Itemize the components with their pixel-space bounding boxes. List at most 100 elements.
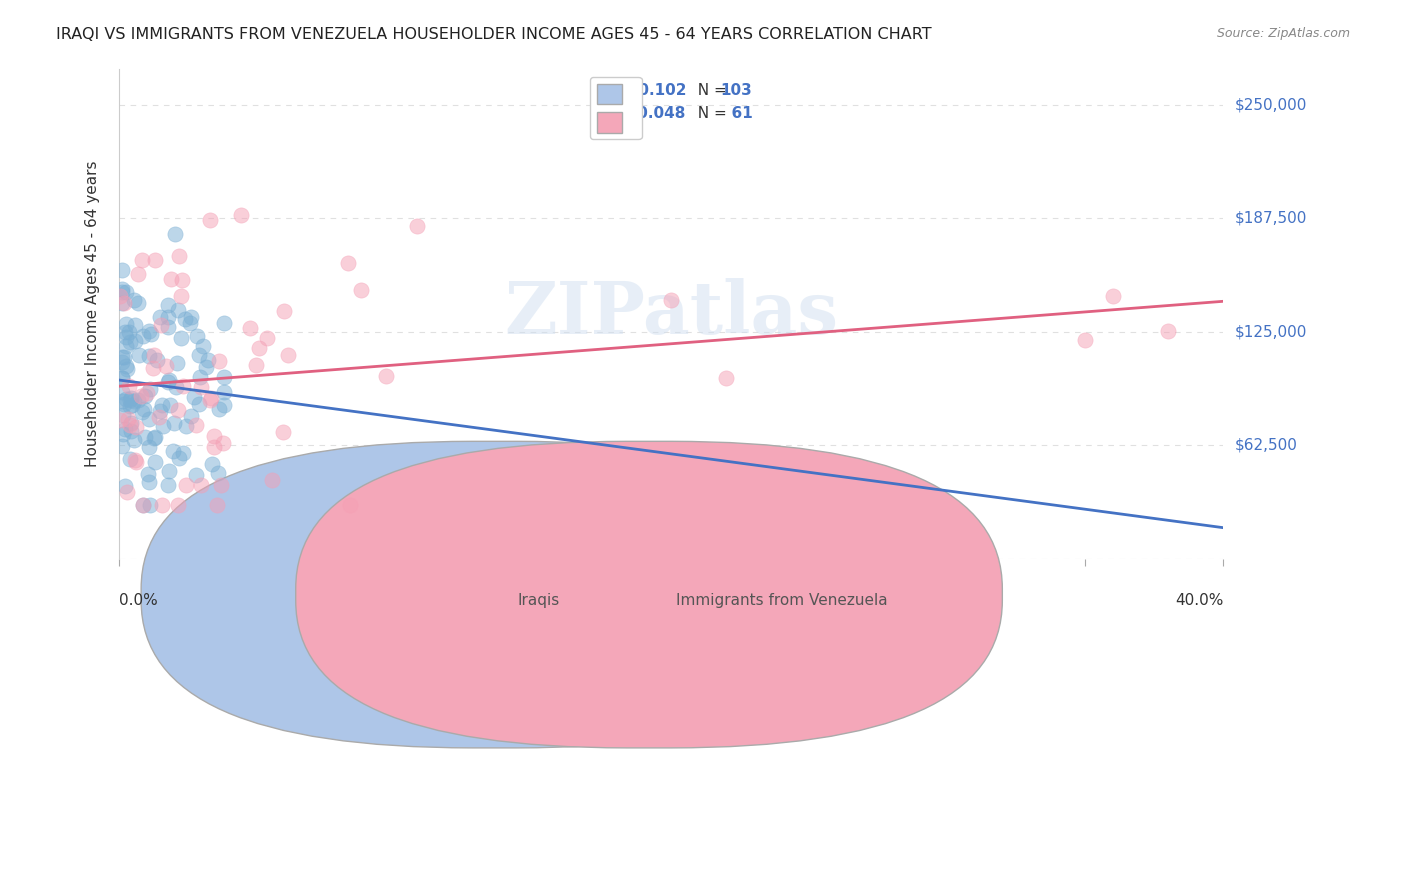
Point: [134, 430, 156, 444]
Point: [195, 359, 218, 374]
Point: [157, 310, 180, 324]
Point: [157, 376, 180, 390]
Point: [124, 334, 146, 349]
Point: [138, 349, 160, 363]
Point: [157, 298, 180, 312]
Point: [337, 256, 360, 270]
Point: [172, 379, 194, 393]
Point: [202, 440, 225, 454]
Point: [152, 418, 174, 433]
Point: [111, 394, 134, 409]
Point: [111, 350, 134, 364]
Point: [271, 425, 294, 439]
Point: [150, 498, 173, 512]
Point: [114, 392, 136, 407]
Point: [111, 370, 134, 384]
Point: [159, 272, 181, 286]
Point: [162, 444, 184, 458]
Point: [169, 249, 191, 263]
Point: [180, 409, 202, 424]
Point: [112, 350, 135, 364]
Point: [184, 467, 207, 482]
Point: [247, 341, 270, 355]
Point: [174, 419, 197, 434]
Point: [124, 452, 146, 467]
Point: [212, 316, 235, 330]
Point: [111, 355, 134, 369]
Point: [231, 209, 253, 223]
Point: [159, 398, 181, 412]
Point: [138, 324, 160, 338]
Text: $250,000: $250,000: [1234, 97, 1306, 112]
Point: [149, 404, 172, 418]
Point: [112, 397, 135, 411]
Point: [108, 289, 131, 303]
Point: [1101, 289, 1123, 303]
Point: [245, 358, 267, 372]
Point: [125, 420, 148, 434]
Point: [174, 478, 197, 492]
Point: [142, 348, 165, 362]
Point: [122, 293, 145, 307]
Point: [273, 303, 295, 318]
Point: [188, 370, 211, 384]
Point: [198, 213, 221, 227]
Text: ZIPatlas: ZIPatlas: [503, 278, 838, 350]
Point: [200, 392, 222, 406]
Point: [170, 331, 193, 345]
Point: [184, 418, 207, 433]
Point: [1074, 333, 1097, 347]
Text: Iraqis: Iraqis: [517, 593, 560, 608]
Point: [117, 412, 139, 426]
Point: [149, 310, 172, 325]
Point: [207, 466, 229, 480]
Point: [118, 451, 141, 466]
Point: [148, 409, 170, 424]
Text: 40.0%: 40.0%: [1175, 593, 1223, 608]
Point: [115, 361, 138, 376]
Point: [132, 401, 155, 416]
Point: [180, 310, 202, 324]
Point: [132, 498, 155, 512]
Point: [201, 457, 224, 471]
Point: [179, 316, 201, 330]
Text: $125,000: $125,000: [1234, 325, 1306, 340]
Point: [155, 359, 177, 373]
Point: [111, 371, 134, 385]
Point: [142, 360, 165, 375]
Point: [172, 446, 194, 460]
Point: [114, 325, 136, 339]
Point: [118, 378, 141, 392]
Point: [167, 498, 190, 512]
Point: [128, 348, 150, 362]
Point: [138, 467, 160, 482]
Point: [143, 252, 166, 267]
Point: [132, 498, 155, 512]
Point: [202, 429, 225, 443]
Point: [183, 390, 205, 404]
Point: [212, 436, 235, 450]
Point: [239, 321, 262, 335]
Point: [212, 398, 235, 412]
Point: [112, 426, 135, 441]
Point: [208, 354, 231, 368]
Point: [111, 384, 134, 399]
Text: R =: R =: [599, 106, 633, 121]
FancyBboxPatch shape: [141, 442, 848, 747]
Legend: , : ,: [591, 77, 641, 139]
Point: [157, 464, 180, 478]
Point: [120, 392, 142, 407]
Point: [122, 434, 145, 448]
Point: [150, 318, 173, 332]
Point: [174, 311, 197, 326]
Point: [112, 296, 135, 310]
Point: [198, 393, 221, 408]
Point: [115, 339, 138, 353]
Point: [157, 320, 180, 334]
Point: [186, 329, 208, 343]
Point: [129, 389, 152, 403]
Point: [124, 318, 146, 332]
Point: [120, 416, 142, 430]
Text: 0.048: 0.048: [633, 106, 686, 121]
Point: [127, 267, 149, 281]
